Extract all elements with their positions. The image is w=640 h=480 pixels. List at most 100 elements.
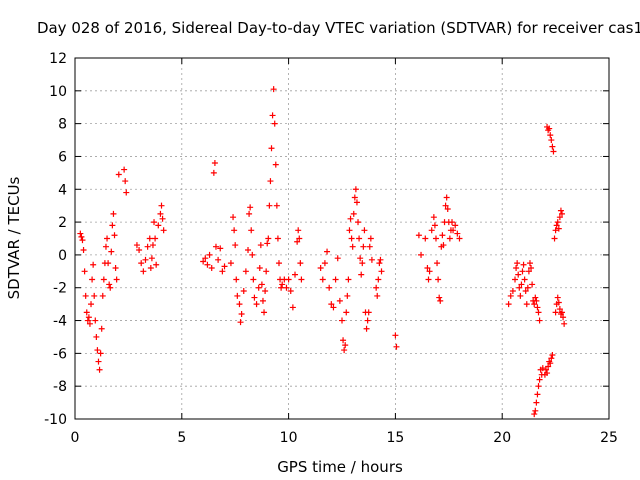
data-point xyxy=(532,407,539,414)
data-point xyxy=(113,276,120,283)
data-point xyxy=(111,232,118,239)
data-point xyxy=(367,235,374,242)
data-point xyxy=(237,319,244,326)
data-point xyxy=(105,260,112,267)
data-point xyxy=(96,366,103,373)
data-point xyxy=(509,288,516,295)
data-point xyxy=(348,235,355,242)
data-point xyxy=(107,284,114,291)
data-point xyxy=(430,214,437,221)
data-point xyxy=(548,355,555,362)
data-point xyxy=(422,235,429,242)
data-point xyxy=(432,235,439,242)
data-point xyxy=(149,242,156,249)
data-point xyxy=(248,227,255,234)
data-point xyxy=(439,232,446,239)
data-point xyxy=(112,265,119,272)
data-point xyxy=(357,255,364,262)
y-tick-label: 2 xyxy=(58,215,67,231)
data-point xyxy=(140,268,147,275)
data-point xyxy=(278,284,285,291)
data-point xyxy=(549,352,556,359)
data-point xyxy=(250,276,257,283)
data-point xyxy=(336,297,343,304)
data-point xyxy=(152,235,159,242)
data-point xyxy=(247,204,254,211)
data-point xyxy=(507,292,514,299)
data-point xyxy=(534,304,541,311)
y-tick-label: -8 xyxy=(53,379,67,395)
data-point xyxy=(151,219,158,226)
data-point xyxy=(377,256,384,263)
x-tick-labels: 0 5 10 15 20 25 xyxy=(71,430,618,446)
data-point xyxy=(138,260,145,267)
data-point xyxy=(559,309,566,316)
data-point xyxy=(86,320,93,327)
data-point xyxy=(360,243,367,250)
data-point xyxy=(544,370,551,377)
data-point xyxy=(97,350,104,357)
data-point xyxy=(393,343,400,350)
data-point xyxy=(514,260,521,267)
y-tick-label: -10 xyxy=(44,412,67,428)
data-point xyxy=(525,268,532,275)
data-point xyxy=(275,260,282,267)
data-point xyxy=(267,178,274,185)
data-point xyxy=(77,230,84,237)
data-point xyxy=(547,132,554,139)
data-point xyxy=(287,288,294,295)
data-point xyxy=(526,260,533,267)
data-point xyxy=(533,399,540,406)
data-point xyxy=(85,314,92,321)
data-point xyxy=(374,292,381,299)
data-point xyxy=(326,284,333,291)
plot-frame xyxy=(74,57,610,420)
data-point xyxy=(262,288,269,295)
data-point xyxy=(227,260,234,267)
data-point xyxy=(328,301,335,308)
data-point xyxy=(246,210,253,217)
data-point xyxy=(269,112,276,119)
data-point xyxy=(153,261,160,268)
y-tick-label: 12 xyxy=(49,51,67,67)
data-point xyxy=(531,301,538,308)
data-point xyxy=(106,281,113,288)
data-point xyxy=(82,292,89,299)
axis-ticks xyxy=(74,57,610,420)
data-point xyxy=(155,222,162,229)
data-point xyxy=(524,284,531,291)
data-point xyxy=(297,260,304,267)
data-point xyxy=(539,365,546,372)
data-point xyxy=(242,268,249,275)
data-point xyxy=(554,219,561,226)
data-point xyxy=(206,251,213,258)
data-point xyxy=(133,242,140,249)
data-point xyxy=(536,376,543,383)
data-point xyxy=(257,242,264,249)
data-point xyxy=(334,255,341,262)
data-point xyxy=(274,235,281,242)
data-point xyxy=(444,205,451,212)
data-point xyxy=(259,297,266,304)
data-point xyxy=(79,237,86,244)
data-point xyxy=(548,137,555,144)
data-point xyxy=(346,227,353,234)
data-point xyxy=(317,265,324,272)
data-point xyxy=(456,235,463,242)
y-tick-label: 6 xyxy=(58,149,67,165)
data-point xyxy=(342,342,349,349)
data-point xyxy=(512,276,519,283)
data-point xyxy=(363,325,370,332)
data-point xyxy=(518,281,525,288)
data-point xyxy=(373,284,380,291)
data-point xyxy=(365,309,372,316)
data-point xyxy=(99,292,106,299)
data-point xyxy=(208,265,215,272)
y-tick-label: 0 xyxy=(58,248,67,264)
data-point xyxy=(78,233,85,240)
data-point xyxy=(283,284,290,291)
data-point xyxy=(425,276,432,283)
data-point xyxy=(449,219,456,226)
data-point xyxy=(215,256,222,263)
data-point xyxy=(212,243,219,250)
